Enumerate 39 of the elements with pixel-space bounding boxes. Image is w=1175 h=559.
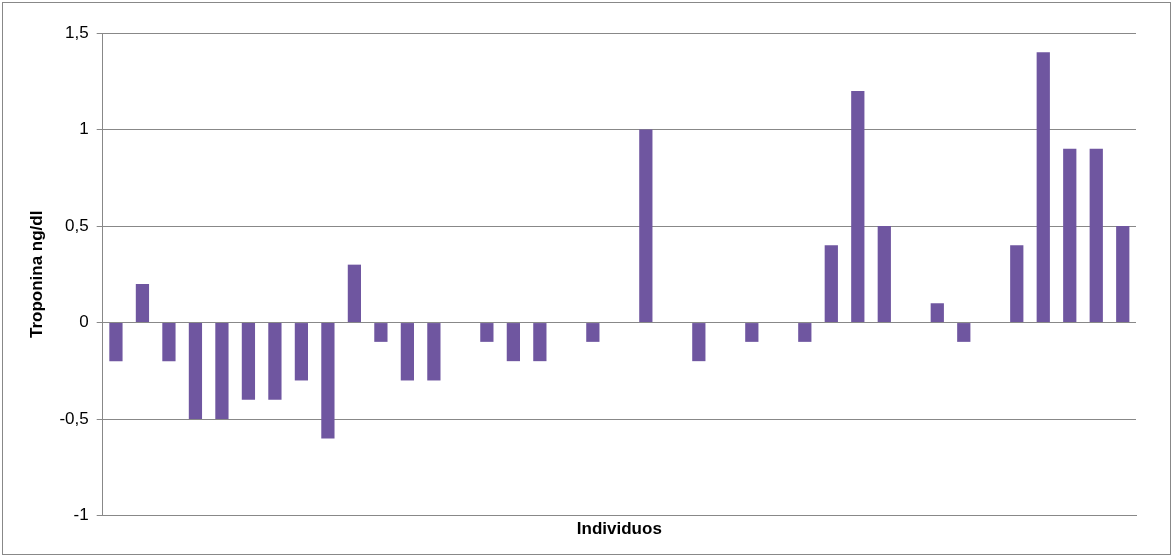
bar bbox=[135, 283, 150, 323]
y-tick-label: -0,5 bbox=[59, 408, 89, 428]
bar bbox=[427, 323, 441, 381]
bar bbox=[798, 323, 812, 342]
bar bbox=[321, 323, 335, 439]
bar bbox=[586, 323, 600, 342]
y-tick-label: 0 bbox=[79, 312, 89, 332]
bar bbox=[347, 264, 362, 323]
bar bbox=[877, 226, 891, 323]
bar bbox=[400, 323, 415, 381]
bar bbox=[639, 129, 653, 323]
bar bbox=[533, 323, 547, 362]
y-axis-title: Troponina ng/dl bbox=[26, 210, 46, 339]
bar bbox=[930, 303, 944, 323]
bar bbox=[1010, 245, 1024, 323]
y-tick-label: 1 bbox=[79, 119, 89, 139]
bar bbox=[1063, 148, 1077, 323]
bar bbox=[692, 323, 706, 362]
bar bbox=[957, 323, 971, 342]
y-tick-label: 0,5 bbox=[65, 215, 89, 235]
bar bbox=[109, 323, 123, 362]
x-axis-title: Individuos bbox=[576, 519, 662, 539]
bar bbox=[480, 323, 494, 342]
y-tick-label: -1 bbox=[73, 505, 89, 525]
bar bbox=[506, 323, 520, 362]
y-tick-label: 1,5 bbox=[65, 22, 89, 42]
bar bbox=[824, 245, 838, 323]
bar bbox=[1116, 226, 1130, 323]
bar bbox=[215, 323, 229, 420]
bar bbox=[294, 323, 309, 381]
bar bbox=[241, 323, 256, 400]
bar bbox=[1089, 148, 1103, 323]
bar bbox=[1036, 52, 1050, 323]
bar bbox=[268, 323, 282, 400]
bar bbox=[188, 323, 203, 420]
bar bbox=[374, 323, 388, 342]
bar bbox=[745, 323, 759, 342]
bar bbox=[851, 90, 865, 323]
bar bbox=[162, 323, 176, 362]
